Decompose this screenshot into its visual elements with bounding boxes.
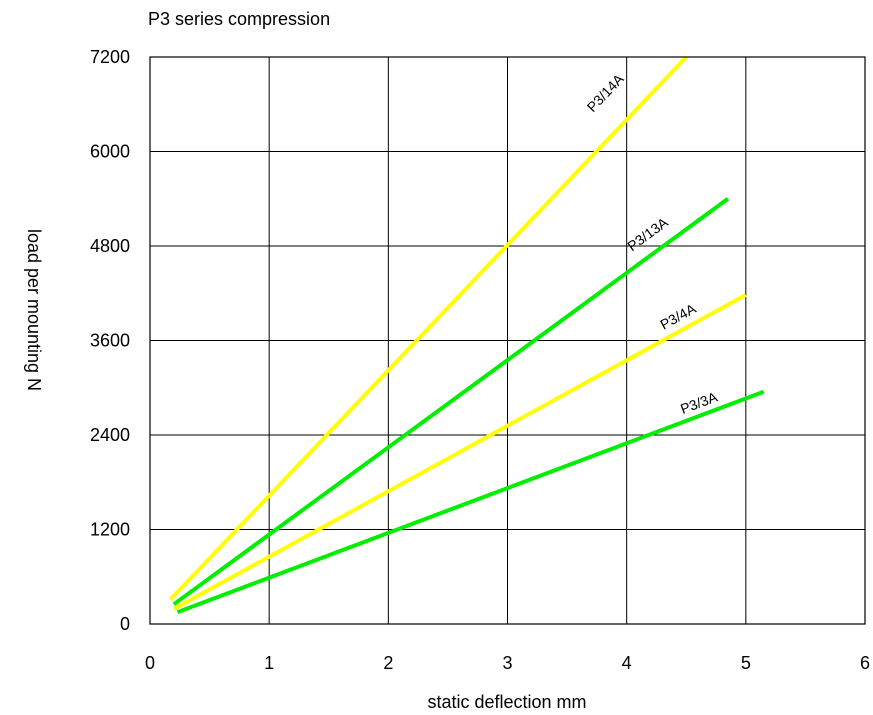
chart-title: P3 series compression xyxy=(148,9,330,29)
y-tick-label: 2400 xyxy=(90,425,130,445)
y-tick-label: 0 xyxy=(120,614,130,634)
x-tick-labels: 0 1 2 3 4 5 6 xyxy=(145,653,870,673)
y-tick-label: 3600 xyxy=(90,331,130,351)
x-tick-label: 4 xyxy=(622,653,632,673)
series-label: P3/14A xyxy=(584,70,628,115)
series-line xyxy=(172,197,730,606)
series-line xyxy=(172,293,747,611)
x-tick-label: 0 xyxy=(145,653,155,673)
x-axis-title: static deflection mm xyxy=(427,692,586,712)
series-group: P3/14A P3/13A P3/4A P3/3A xyxy=(168,55,765,615)
series-label: P3/13A xyxy=(624,214,671,254)
grid xyxy=(150,57,865,624)
y-tick-label: 4800 xyxy=(90,236,130,256)
x-tick-label: 1 xyxy=(264,653,274,673)
y-axis-title: load per mounting N xyxy=(24,229,44,391)
y-tick-labels: 0 1200 2400 3600 4800 6000 7200 xyxy=(90,47,130,634)
y-tick-label: 6000 xyxy=(90,142,130,162)
x-tick-label: 5 xyxy=(741,653,751,673)
x-tick-label: 3 xyxy=(502,653,512,673)
y-tick-label: 7200 xyxy=(90,47,130,67)
series-label: P3/3A xyxy=(678,388,720,417)
plot-border xyxy=(149,56,866,625)
series-line xyxy=(168,55,688,601)
x-tick-label: 6 xyxy=(860,653,870,673)
series-label: P3/4A xyxy=(657,300,699,333)
y-tick-label: 1200 xyxy=(90,520,130,540)
x-tick-label: 2 xyxy=(383,653,393,673)
series-line xyxy=(176,389,765,615)
